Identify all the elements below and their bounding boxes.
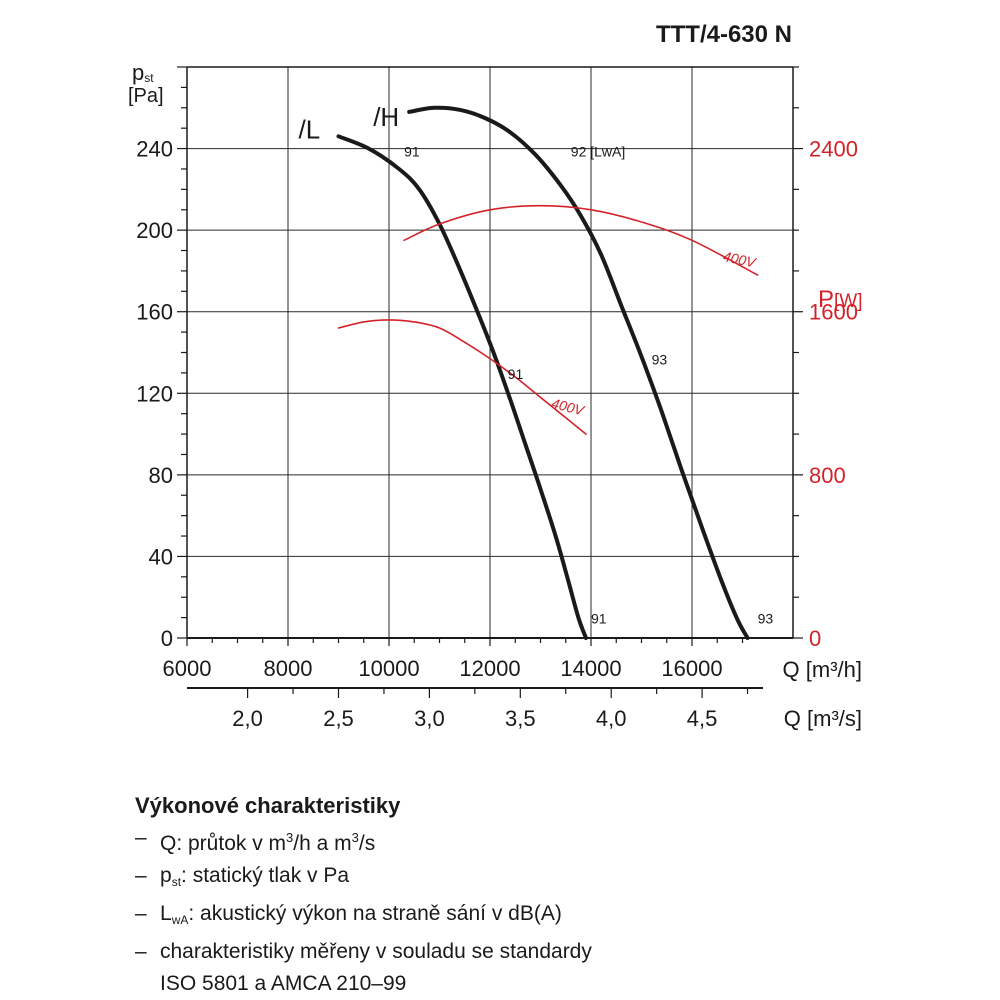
description-item-q: – Q: průtok v m3/h a m3/s xyxy=(135,826,376,855)
x-tick-label: 10000 xyxy=(358,656,419,681)
y2-axis-label: P[W] xyxy=(818,286,863,313)
description: Výkonové charakteristiky – Q: průtok v m… xyxy=(135,790,955,1000)
y-tick-label: 0 xyxy=(161,626,173,651)
x-axis-label: Q [m³/h] xyxy=(783,657,862,682)
x2-tick-label: 4,5 xyxy=(687,706,718,731)
voltage-label: 400V xyxy=(550,395,587,419)
y-tick-label: 120 xyxy=(136,381,173,406)
description-item-lwa: – LwA: akustický výkon na straně sání v … xyxy=(135,902,562,927)
description-item-standard: – charakteristiky měřeny v souladu se st… xyxy=(135,940,592,963)
noise-annotation: 91 xyxy=(404,144,420,160)
x-tick-label: 8000 xyxy=(264,656,313,681)
curves xyxy=(336,105,759,640)
y-tick-label: 200 xyxy=(136,218,173,243)
x2-tick-label: 4,0 xyxy=(596,706,627,731)
x2-tick-label: 3,0 xyxy=(414,706,445,731)
y-tick-label: 160 xyxy=(136,300,173,325)
x2-tick-label: 3,5 xyxy=(505,706,536,731)
y2-tick-label: 2400 xyxy=(809,137,858,162)
y-axis-label: pst xyxy=(132,60,154,85)
power-curve-2 xyxy=(403,204,759,276)
pressure-curve-l xyxy=(336,134,588,640)
axes xyxy=(177,66,803,698)
y2-tick-label: 800 xyxy=(809,463,846,488)
grid xyxy=(187,67,793,639)
series-label: /L xyxy=(299,114,321,144)
noise-annotation: 91 xyxy=(591,611,607,627)
x-tick-label: 6000 xyxy=(163,656,212,681)
power-curve-1 xyxy=(337,319,587,435)
noise-annotation: 93 xyxy=(652,352,668,368)
y2-tick-label: 0 xyxy=(809,626,821,651)
noise-annotation: 92 [LwA] xyxy=(571,144,625,160)
pressure-curve-h xyxy=(407,105,750,640)
y-tick-label: 80 xyxy=(149,463,173,488)
x-tick-label: 12000 xyxy=(459,656,520,681)
x-tick-label: 14000 xyxy=(560,656,621,681)
x2-tick-label: 2,5 xyxy=(323,706,354,731)
y2-tick-label: 1600 xyxy=(809,300,858,325)
y-axis-unit: [Pa] xyxy=(128,85,164,107)
x2-axis-label: Q [m³/s] xyxy=(784,706,862,731)
chart-title: TTT/4-630 N xyxy=(656,21,792,48)
voltage-label: 400V xyxy=(722,248,759,271)
y-tick-label: 40 xyxy=(149,544,173,569)
description-item-pst: – pst: statický tlak v Pa xyxy=(135,864,350,889)
y-tick-label: 240 xyxy=(136,137,173,162)
series-label: /H xyxy=(373,102,399,132)
x-tick-label: 16000 xyxy=(661,656,722,681)
noise-annotation: 93 xyxy=(758,611,774,627)
noise-annotation: 91 xyxy=(508,366,524,382)
x2-tick-label: 2,0 xyxy=(232,706,263,731)
description-item-standard-cont: ISO 5801 a AMCA 210–99 xyxy=(160,972,407,995)
description-heading: Výkonové charakteristiky xyxy=(135,793,401,818)
